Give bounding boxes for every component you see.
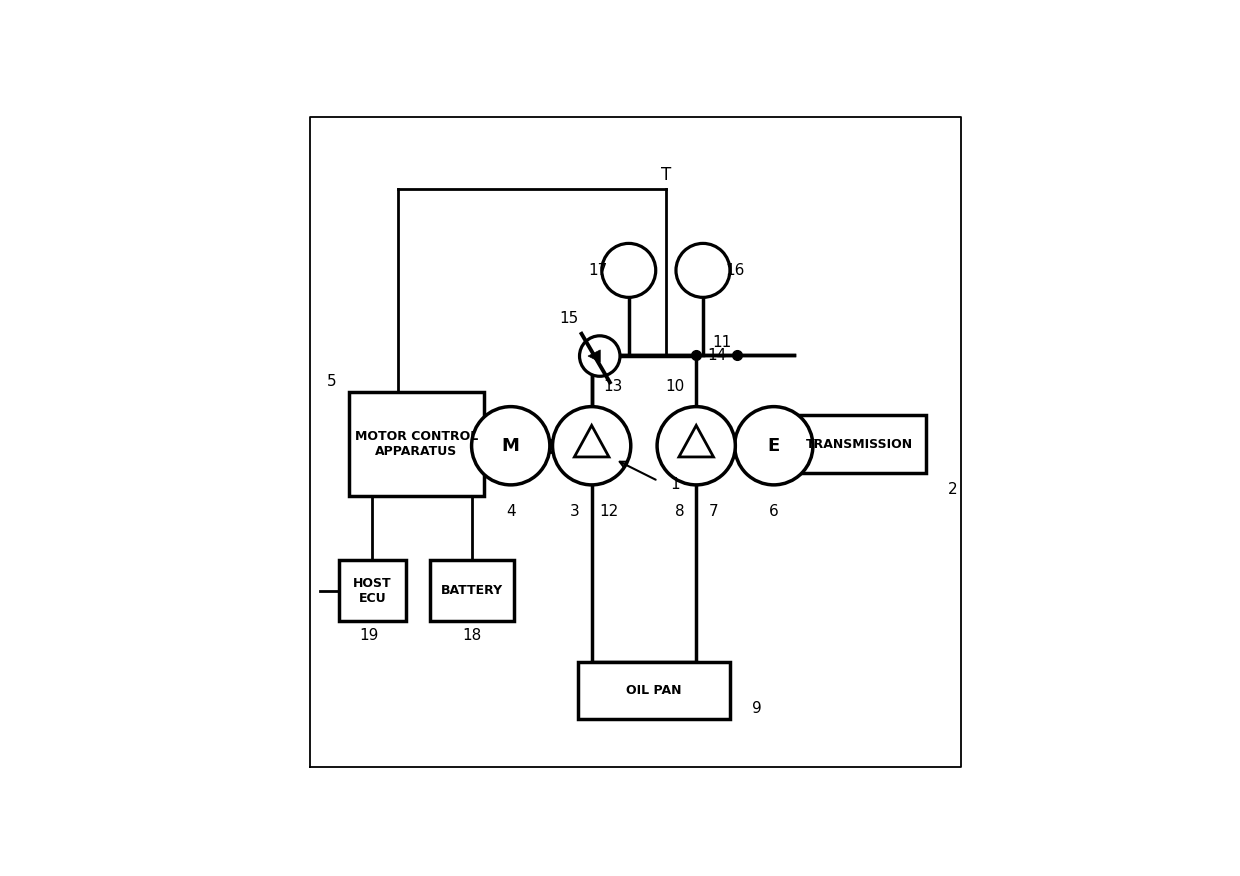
Text: OIL PAN: OIL PAN: [626, 684, 682, 696]
Text: 19: 19: [360, 628, 378, 644]
Text: 4: 4: [506, 505, 516, 519]
FancyBboxPatch shape: [348, 392, 484, 497]
Text: 13: 13: [604, 379, 622, 394]
FancyBboxPatch shape: [339, 561, 407, 621]
Text: 9: 9: [751, 702, 761, 717]
Text: 12: 12: [599, 505, 619, 519]
Text: 18: 18: [463, 628, 481, 644]
Text: 17: 17: [589, 263, 608, 278]
Text: 8: 8: [675, 505, 684, 519]
Text: M: M: [502, 437, 520, 455]
Text: E: E: [768, 437, 780, 455]
Circle shape: [471, 406, 549, 485]
Text: 16: 16: [725, 263, 745, 278]
Text: TRANSMISSION: TRANSMISSION: [806, 438, 914, 450]
Circle shape: [553, 406, 631, 485]
Circle shape: [601, 244, 656, 297]
FancyBboxPatch shape: [578, 661, 730, 719]
Text: 15: 15: [559, 312, 579, 327]
Text: 6: 6: [769, 505, 779, 519]
Circle shape: [657, 406, 735, 485]
Text: MOTOR CONTROL
APPARATUS: MOTOR CONTROL APPARATUS: [355, 430, 477, 458]
Text: T: T: [661, 166, 671, 184]
Text: 11: 11: [712, 335, 732, 350]
Circle shape: [734, 406, 813, 485]
FancyBboxPatch shape: [794, 415, 925, 473]
Text: 14: 14: [707, 348, 727, 363]
Text: 3: 3: [570, 505, 579, 519]
Text: 7: 7: [708, 505, 718, 519]
Circle shape: [676, 244, 730, 297]
Text: HOST
ECU: HOST ECU: [353, 576, 392, 604]
Text: BATTERY: BATTERY: [441, 584, 503, 597]
FancyBboxPatch shape: [430, 561, 515, 621]
Text: 5: 5: [327, 374, 337, 389]
Text: 10: 10: [665, 379, 684, 394]
Text: 2: 2: [947, 482, 957, 497]
Polygon shape: [588, 350, 600, 362]
Circle shape: [579, 336, 620, 377]
Text: 1: 1: [670, 477, 680, 492]
